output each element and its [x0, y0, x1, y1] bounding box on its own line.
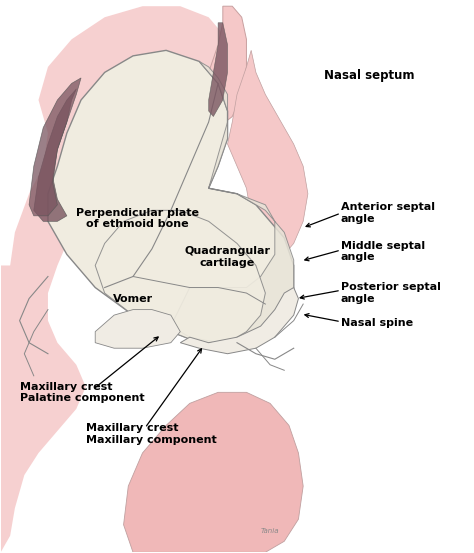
Polygon shape	[29, 78, 81, 216]
Polygon shape	[34, 89, 76, 221]
Polygon shape	[95, 310, 180, 348]
Text: Maxillary crest
Palatine component: Maxillary crest Palatine component	[19, 382, 144, 403]
Text: Tania: Tania	[261, 528, 279, 534]
Text: Nasal septum: Nasal septum	[324, 69, 415, 82]
Text: Anterior septal
angle: Anterior septal angle	[341, 202, 435, 224]
Polygon shape	[228, 50, 308, 276]
Polygon shape	[0, 6, 237, 552]
Text: Perpendicular plate
of ethmoid bone: Perpendicular plate of ethmoid bone	[76, 208, 199, 229]
Polygon shape	[199, 6, 246, 128]
Polygon shape	[180, 288, 299, 354]
Text: Maxillary crest
Maxillary component: Maxillary crest Maxillary component	[86, 423, 217, 445]
Text: Nasal spine: Nasal spine	[341, 319, 413, 328]
Polygon shape	[95, 210, 265, 343]
Text: Quadrangular
cartilage: Quadrangular cartilage	[184, 247, 271, 268]
Polygon shape	[209, 23, 228, 117]
Polygon shape	[124, 392, 303, 552]
Text: Middle septal
angle: Middle septal angle	[341, 241, 425, 263]
Text: Vomer: Vomer	[113, 294, 153, 304]
Text: Posterior septal
angle: Posterior septal angle	[341, 282, 441, 304]
Polygon shape	[48, 50, 294, 348]
Polygon shape	[171, 61, 294, 343]
